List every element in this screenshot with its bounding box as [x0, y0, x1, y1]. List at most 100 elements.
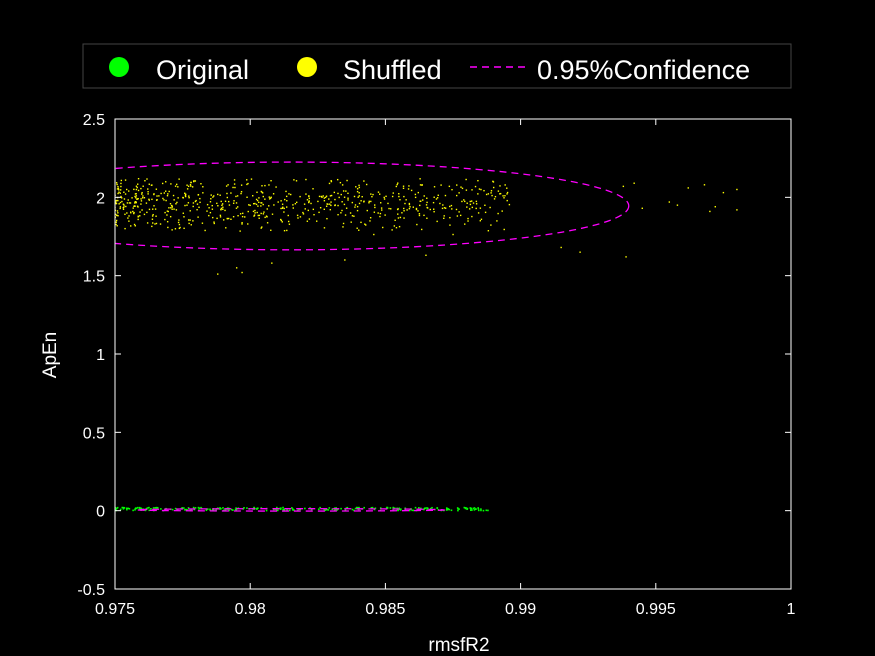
shuffled-point [471, 206, 474, 209]
original-point [243, 507, 245, 509]
shuffled-point [186, 188, 189, 190]
original-point [273, 508, 275, 511]
shuffled-point [364, 223, 366, 225]
shuffled-point [261, 185, 263, 187]
original-point [450, 509, 453, 512]
shuffled-point [388, 207, 390, 210]
original-point [279, 508, 282, 510]
shuffled-point [216, 202, 218, 205]
shuffled-point [409, 206, 411, 208]
shuffled-point [127, 217, 129, 219]
original-point [414, 506, 417, 509]
shuffled-point [123, 198, 126, 200]
y-tick-label: 1 [96, 347, 105, 364]
original-point [466, 507, 469, 510]
shuffled-point [327, 203, 329, 205]
shuffled-point [323, 208, 325, 211]
shuffled-point [358, 192, 360, 194]
shuffled-point [392, 192, 394, 194]
shuffled-point [217, 273, 219, 275]
shuffled-point [209, 211, 212, 214]
shuffled-point [212, 216, 214, 219]
shuffled-point [147, 188, 149, 190]
original-point [125, 507, 128, 510]
shuffled-point [308, 201, 310, 204]
shuffled-point [426, 217, 428, 219]
shuffled-point [158, 195, 160, 197]
shuffled-point [633, 182, 635, 184]
shuffled-point [242, 212, 244, 215]
y-tick-label: 2 [96, 190, 105, 207]
legend: Original Shuffled 0.95%Confidence [82, 43, 792, 89]
shuffled-point [160, 192, 162, 195]
original-point [304, 507, 306, 510]
shuffled-point [405, 199, 407, 201]
shuffled-point [239, 230, 241, 232]
shuffled-point [184, 204, 186, 207]
shuffled-point [164, 218, 166, 221]
shuffled-point [137, 218, 139, 221]
shuffled-point [175, 183, 178, 186]
shuffled-point [151, 225, 153, 228]
original-point [477, 509, 480, 512]
shuffled-point [182, 212, 184, 214]
shuffled-point [340, 193, 342, 196]
shuffled-point [252, 210, 255, 213]
shuffled-point [147, 193, 149, 195]
shuffled-point [206, 203, 209, 206]
shuffled-point [499, 192, 502, 195]
shuffled-point [419, 200, 421, 202]
shuffled-point [172, 194, 175, 197]
shuffled-point [268, 205, 270, 207]
shuffled-point [122, 203, 125, 205]
shuffled-point [120, 182, 122, 185]
shuffled-point [260, 212, 262, 215]
shuffled-point [127, 199, 129, 201]
shuffled-point [395, 227, 398, 229]
shuffled-point [449, 216, 451, 219]
shuffled-point [270, 180, 272, 182]
original-point [135, 507, 137, 509]
original-point [232, 509, 234, 511]
shuffled-point [216, 217, 218, 220]
shuffled-point [379, 212, 382, 215]
shuffled-point [249, 204, 251, 207]
shuffled-point [429, 208, 431, 211]
original-point [280, 507, 282, 510]
shuffled-point [406, 209, 408, 211]
shuffled-point [480, 188, 482, 191]
shuffled-point [290, 193, 292, 196]
shuffled-point [328, 182, 331, 185]
shuffled-point [285, 190, 287, 193]
shuffled-point [283, 211, 285, 213]
shuffled-point [433, 196, 435, 198]
shuffled-point [709, 210, 711, 213]
shuffled-point [326, 217, 328, 220]
shuffled-point [143, 197, 146, 199]
shuffled-point [322, 195, 324, 197]
shuffled-point [170, 183, 172, 185]
shuffled-point [228, 204, 231, 206]
shuffled-point [257, 205, 259, 207]
shuffled-point [357, 196, 359, 198]
shuffled-point [317, 200, 319, 203]
shuffled-point [410, 189, 413, 192]
shuffled-point [339, 181, 342, 184]
shuffled-point [192, 202, 195, 204]
shuffled-point [266, 208, 268, 210]
shuffled-point [464, 223, 466, 225]
shuffled-point [451, 188, 453, 191]
shuffled-point [443, 215, 445, 217]
original-point [458, 508, 460, 510]
shuffled-point [323, 200, 326, 202]
shuffled-point [121, 200, 123, 203]
shuffled-point [281, 207, 284, 209]
shuffled-point [420, 228, 423, 231]
original-point [122, 506, 125, 509]
shuffled-point [504, 184, 506, 186]
original-point [448, 508, 451, 511]
original-point [291, 509, 294, 511]
shuffled-point [668, 201, 671, 203]
shuffled-point [222, 206, 224, 208]
shuffled-point [341, 184, 344, 186]
